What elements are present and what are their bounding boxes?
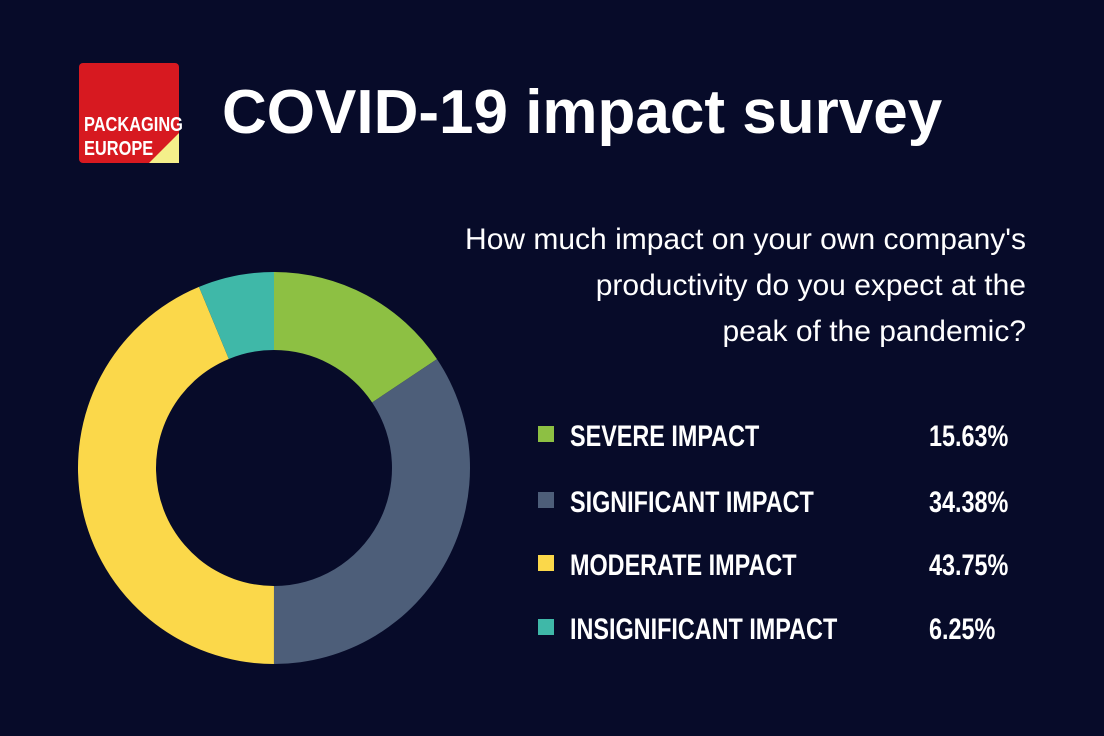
legend-swatch: [538, 492, 554, 508]
value-label: 43.75%: [929, 548, 1008, 581]
donut-slice: [199, 272, 274, 359]
logo: PACKAGING EUROPE: [79, 63, 183, 163]
legend-label: MODERATE IMPACT: [570, 548, 797, 581]
logo-corner: [149, 133, 179, 163]
donut-slice: [273, 359, 470, 664]
value-label: 15.63%: [929, 419, 1008, 452]
donut-slice: [274, 272, 437, 403]
legend-label: SEVERE IMPACT: [570, 419, 760, 452]
donut-slice: [78, 286, 274, 664]
legend-label: SIGNIFICANT IMPACT: [570, 485, 814, 518]
logo-box: [79, 63, 179, 163]
chart-title: COVID-19 impact survey: [222, 78, 943, 147]
value-label: 34.38%: [929, 485, 1008, 518]
logo-text: EUROPE: [84, 136, 153, 159]
subtitle: How much impact on your own company's: [465, 223, 1026, 256]
subtitle: productivity do you expect at the: [596, 269, 1026, 302]
legend-label: INSIGNIFICANT IMPACT: [570, 612, 838, 645]
logo-text: PACKAGING: [84, 112, 183, 135]
legend-swatch: [538, 619, 554, 635]
legend-swatch: [538, 426, 554, 442]
subtitle: peak of the pandemic?: [722, 315, 1026, 348]
value-label: 6.25%: [929, 612, 995, 645]
legend-swatch: [538, 555, 554, 571]
